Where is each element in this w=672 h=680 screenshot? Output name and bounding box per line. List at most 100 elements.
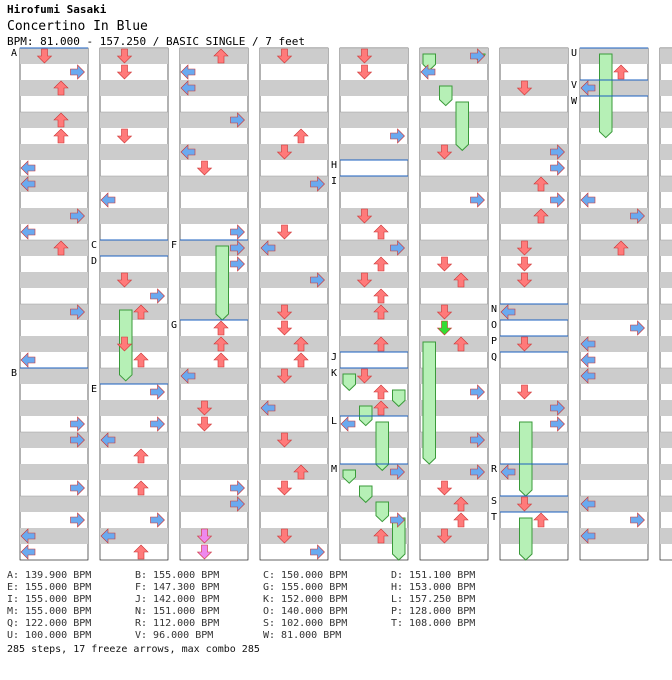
up-arrow-note [533, 512, 549, 528]
beat-band [660, 304, 672, 320]
bpm-legend-entry: V: 96.000 BPM [135, 630, 214, 641]
right-arrow-note [470, 192, 485, 208]
beat-band [100, 368, 168, 384]
bpm-legend-entry: L: 157.250 BPM [391, 594, 476, 605]
beat-band [420, 432, 488, 448]
beat-band [260, 48, 328, 64]
bpm-change-label: G [171, 320, 177, 331]
beat-band [660, 496, 672, 512]
down-arrow-note [276, 480, 293, 496]
right-arrow-note [390, 512, 405, 528]
bpm-change-label: Q [491, 352, 497, 363]
beat-band [180, 368, 248, 384]
right-arrow-note [390, 128, 405, 144]
down-arrow-note [196, 400, 213, 416]
left-arrow-note [20, 544, 36, 560]
bpm-change-label: E [91, 384, 97, 395]
down-arrow-note [516, 272, 533, 288]
right-arrow-note [230, 496, 245, 512]
beat-band [100, 176, 168, 192]
right-arrow-note [150, 416, 165, 432]
left-arrow-note [580, 496, 596, 512]
beat-band [500, 464, 568, 480]
bpm-change-label: R [491, 464, 498, 475]
down-arrow-note [436, 256, 453, 272]
beat-band [260, 432, 328, 448]
left-arrow-note [500, 464, 516, 480]
up-arrow-note [53, 80, 69, 96]
beat-band [420, 48, 488, 64]
freeze-arrow [215, 245, 229, 321]
right-arrow-note [150, 512, 165, 528]
beat-band [180, 144, 248, 160]
down-arrow-note [516, 256, 533, 272]
down-arrow-note [276, 432, 293, 448]
freeze-arrow [392, 389, 406, 408]
beat-band [260, 80, 328, 96]
down-arrow-note [116, 272, 133, 288]
up-arrow-note [373, 336, 389, 352]
up-arrow-note [53, 240, 69, 256]
right-arrow-note [310, 544, 325, 560]
beat-band [580, 176, 648, 192]
bpm-change-label: W [571, 96, 578, 107]
chart-column [259, 47, 329, 561]
right-arrow-note [150, 288, 165, 304]
bpm-legend-entry: N: 151.000 BPM [135, 606, 220, 617]
up-arrow-note [213, 320, 229, 336]
down-arrow-note [276, 320, 293, 336]
beat-band [340, 80, 408, 96]
bpm-change-label: K [331, 368, 337, 379]
bpm-legend-entry: H: 153.000 BPM [391, 582, 476, 593]
right-arrow-note [390, 240, 405, 256]
beat-band [420, 112, 488, 128]
beat-band [260, 496, 328, 512]
freeze-arrow [519, 517, 533, 561]
beat-band [260, 208, 328, 224]
up-arrow-note [453, 272, 469, 288]
beat-band [100, 112, 168, 128]
beat-band [660, 144, 672, 160]
beat-band [100, 48, 168, 64]
beat-band [180, 272, 248, 288]
right-arrow-note [550, 416, 565, 432]
bpm-legend-entry: T: 108.000 BPM [391, 618, 476, 629]
freeze-arrow [375, 421, 389, 472]
down-arrow-note [196, 416, 213, 432]
up-arrow-note [373, 288, 389, 304]
right-arrow-note [550, 160, 565, 176]
up-arrow-note [373, 384, 389, 400]
beat-band [20, 528, 88, 544]
beat-band [340, 464, 408, 480]
beat-band [180, 464, 248, 480]
freeze-arrow [422, 53, 436, 72]
up-arrow-note [293, 464, 309, 480]
bpm-change-label: T [491, 512, 497, 523]
bpm-legend-entry: F: 147.300 BPM [135, 582, 220, 593]
beat-band [500, 240, 568, 256]
bpm-legend-entry: O: 140.000 BPM [263, 606, 348, 617]
beat-band [580, 80, 648, 96]
beat-band [180, 240, 248, 256]
left-arrow-note [500, 304, 516, 320]
beat-band [100, 80, 168, 96]
up-arrow-note [373, 304, 389, 320]
beat-band [420, 240, 488, 256]
up-arrow-note [373, 256, 389, 272]
beat-band [420, 144, 488, 160]
beat-band [580, 304, 648, 320]
bpm-legend-entry: I: 155.000 BPM [7, 594, 92, 605]
bpm-change-label: N [491, 304, 497, 315]
down-arrow-note [276, 528, 293, 544]
down-arrow-note [516, 496, 533, 512]
bpm-legend-entry: D: 151.100 BPM [391, 570, 476, 581]
beat-band [660, 80, 672, 96]
bpm-change-label: J [331, 352, 337, 363]
beat-band [500, 368, 568, 384]
up-arrow-note [53, 128, 69, 144]
beat-band [260, 368, 328, 384]
beat-band [500, 528, 568, 544]
bpm-legend-entry: R: 112.000 BPM [135, 618, 220, 629]
left-arrow-note [20, 160, 36, 176]
bpm-change-label: C [91, 240, 97, 251]
